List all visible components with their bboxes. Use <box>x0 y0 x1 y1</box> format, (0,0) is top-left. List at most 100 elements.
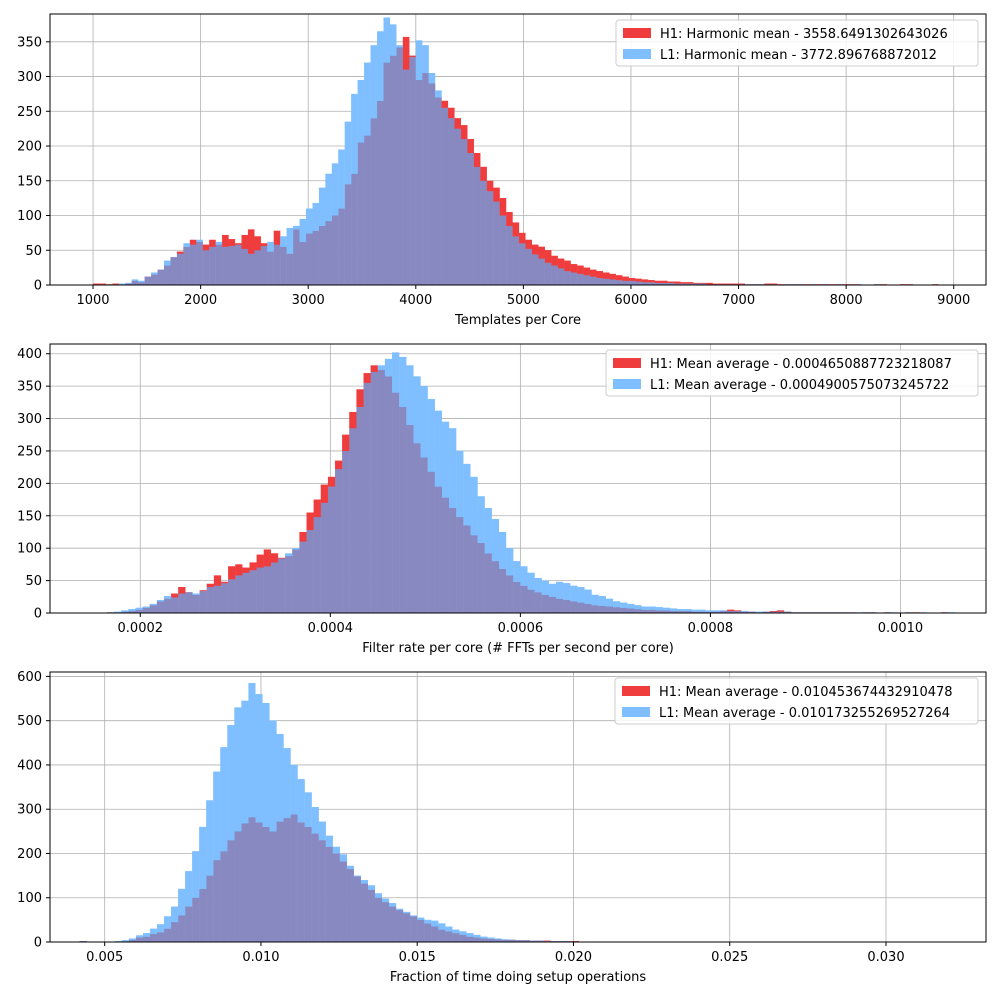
overlap-bar <box>549 597 556 613</box>
histogram-bar-excess <box>319 188 325 226</box>
histogram-bar-excess <box>719 284 725 285</box>
overlap-bar <box>416 80 422 285</box>
overlap-bar <box>473 938 480 942</box>
histogram-bar-excess <box>325 174 331 221</box>
overlap-bar <box>132 281 138 285</box>
histogram-bar-excess <box>356 389 363 407</box>
overlap-bar <box>406 425 413 613</box>
overlap-bar <box>206 876 213 942</box>
overlap-bar <box>429 83 435 285</box>
overlap-bar <box>384 63 390 285</box>
histogram-bar-excess <box>535 578 542 592</box>
histogram-bar-excess <box>634 605 641 609</box>
histogram-bar-excess <box>396 45 402 47</box>
overlap-bar <box>585 604 592 613</box>
histogram-bar-excess <box>384 17 390 62</box>
y-tick-label: 500 <box>17 714 42 729</box>
histogram-bar-excess <box>403 912 410 913</box>
histogram-bar-excess <box>228 566 235 579</box>
y-tick-label: 150 <box>17 174 42 189</box>
overlap-bar <box>171 922 178 942</box>
histogram-bar-excess <box>551 256 557 266</box>
overlap-bar <box>620 608 627 613</box>
overlap-bar <box>193 595 200 613</box>
overlap-bar <box>340 861 347 942</box>
overlap-bar <box>410 916 417 942</box>
legend-label: L1: Harmonic mean - 3772.896768872012 <box>660 48 937 63</box>
histogram-bar-excess <box>396 909 403 910</box>
histogram-bar-excess <box>532 245 538 255</box>
overlap-bar <box>542 595 549 613</box>
overlap-bar <box>280 247 286 285</box>
overlap-bar <box>291 815 298 942</box>
histogram-bar-excess <box>421 386 428 457</box>
histogram-bar-excess <box>642 607 649 610</box>
histogram-bar-excess <box>399 357 406 407</box>
histogram-bar-excess <box>726 284 732 285</box>
histogram-bar-excess <box>143 607 150 608</box>
overlap-bar <box>292 549 299 613</box>
histogram-bar-excess <box>699 610 706 612</box>
histogram-bar-excess <box>528 573 535 590</box>
histogram-bar-excess <box>138 281 144 282</box>
legend-swatch <box>623 49 651 59</box>
histogram-bar-excess <box>122 940 129 941</box>
histogram-bar-excess <box>485 508 492 553</box>
histogram-bar-excess <box>364 63 370 136</box>
overlap-bar <box>143 608 150 613</box>
overlap-bar <box>192 898 199 942</box>
overlap-bar <box>371 372 378 613</box>
overlap-bar <box>338 209 344 285</box>
histogram-bar-excess <box>448 108 454 118</box>
histogram-bar-excess <box>470 477 477 535</box>
histogram-bar-excess <box>556 582 563 599</box>
histogram-bar-excess <box>235 243 241 244</box>
histogram-bar-excess <box>177 252 183 254</box>
histogram-bar-excess <box>278 558 285 559</box>
overlap-bar <box>235 575 242 613</box>
histogram-bar-excess <box>248 683 255 817</box>
histogram-bar-excess <box>713 284 719 285</box>
overlap-bar <box>526 249 532 285</box>
overlap-bar <box>584 275 590 285</box>
histogram-bar-excess <box>684 609 691 611</box>
histogram-bar-excess <box>513 222 519 236</box>
overlap-bar <box>351 174 357 285</box>
y-tick-label: 100 <box>17 542 42 557</box>
overlap-bar <box>306 234 312 285</box>
legend-swatch <box>623 28 651 38</box>
overlap-bar <box>571 272 577 285</box>
legend-label: L1: Mean average - 0.0004900575073245722 <box>650 378 949 393</box>
overlap-bar <box>248 817 255 942</box>
overlap-bar <box>157 601 164 613</box>
histogram-bar-excess <box>193 594 200 595</box>
legend: H1: Mean average - 0.0004650887723218087… <box>606 350 978 396</box>
histogram-bar-excess <box>409 56 415 57</box>
histogram-bar-excess <box>538 247 544 259</box>
histogram-bar-excess <box>777 610 784 611</box>
histogram-bar-excess <box>455 118 461 128</box>
overlap-bar <box>463 525 470 613</box>
histogram-bar-excess <box>526 240 532 249</box>
overlap-bar <box>635 282 641 285</box>
overlap-bar <box>442 498 449 613</box>
overlap-bar <box>185 907 192 942</box>
histogram-bar-excess <box>371 365 378 371</box>
histogram-bar-excess <box>119 284 125 285</box>
overlap-bar <box>178 915 185 942</box>
histogram-bar-excess <box>495 938 502 939</box>
overlap-bar <box>171 597 178 613</box>
histogram-bar-excess <box>732 284 738 285</box>
histogram-bar-excess <box>222 235 228 247</box>
overlap-bar <box>361 884 368 942</box>
overlap-bar <box>242 249 248 285</box>
histogram-bar-excess <box>192 851 199 897</box>
histogram-bar-excess <box>609 274 615 280</box>
overlap-bar <box>299 542 306 613</box>
overlap-bar <box>461 139 467 285</box>
x-tick-label: 4000 <box>399 293 432 308</box>
overlap-bar <box>422 73 428 285</box>
histogram-bar-excess <box>136 935 143 937</box>
